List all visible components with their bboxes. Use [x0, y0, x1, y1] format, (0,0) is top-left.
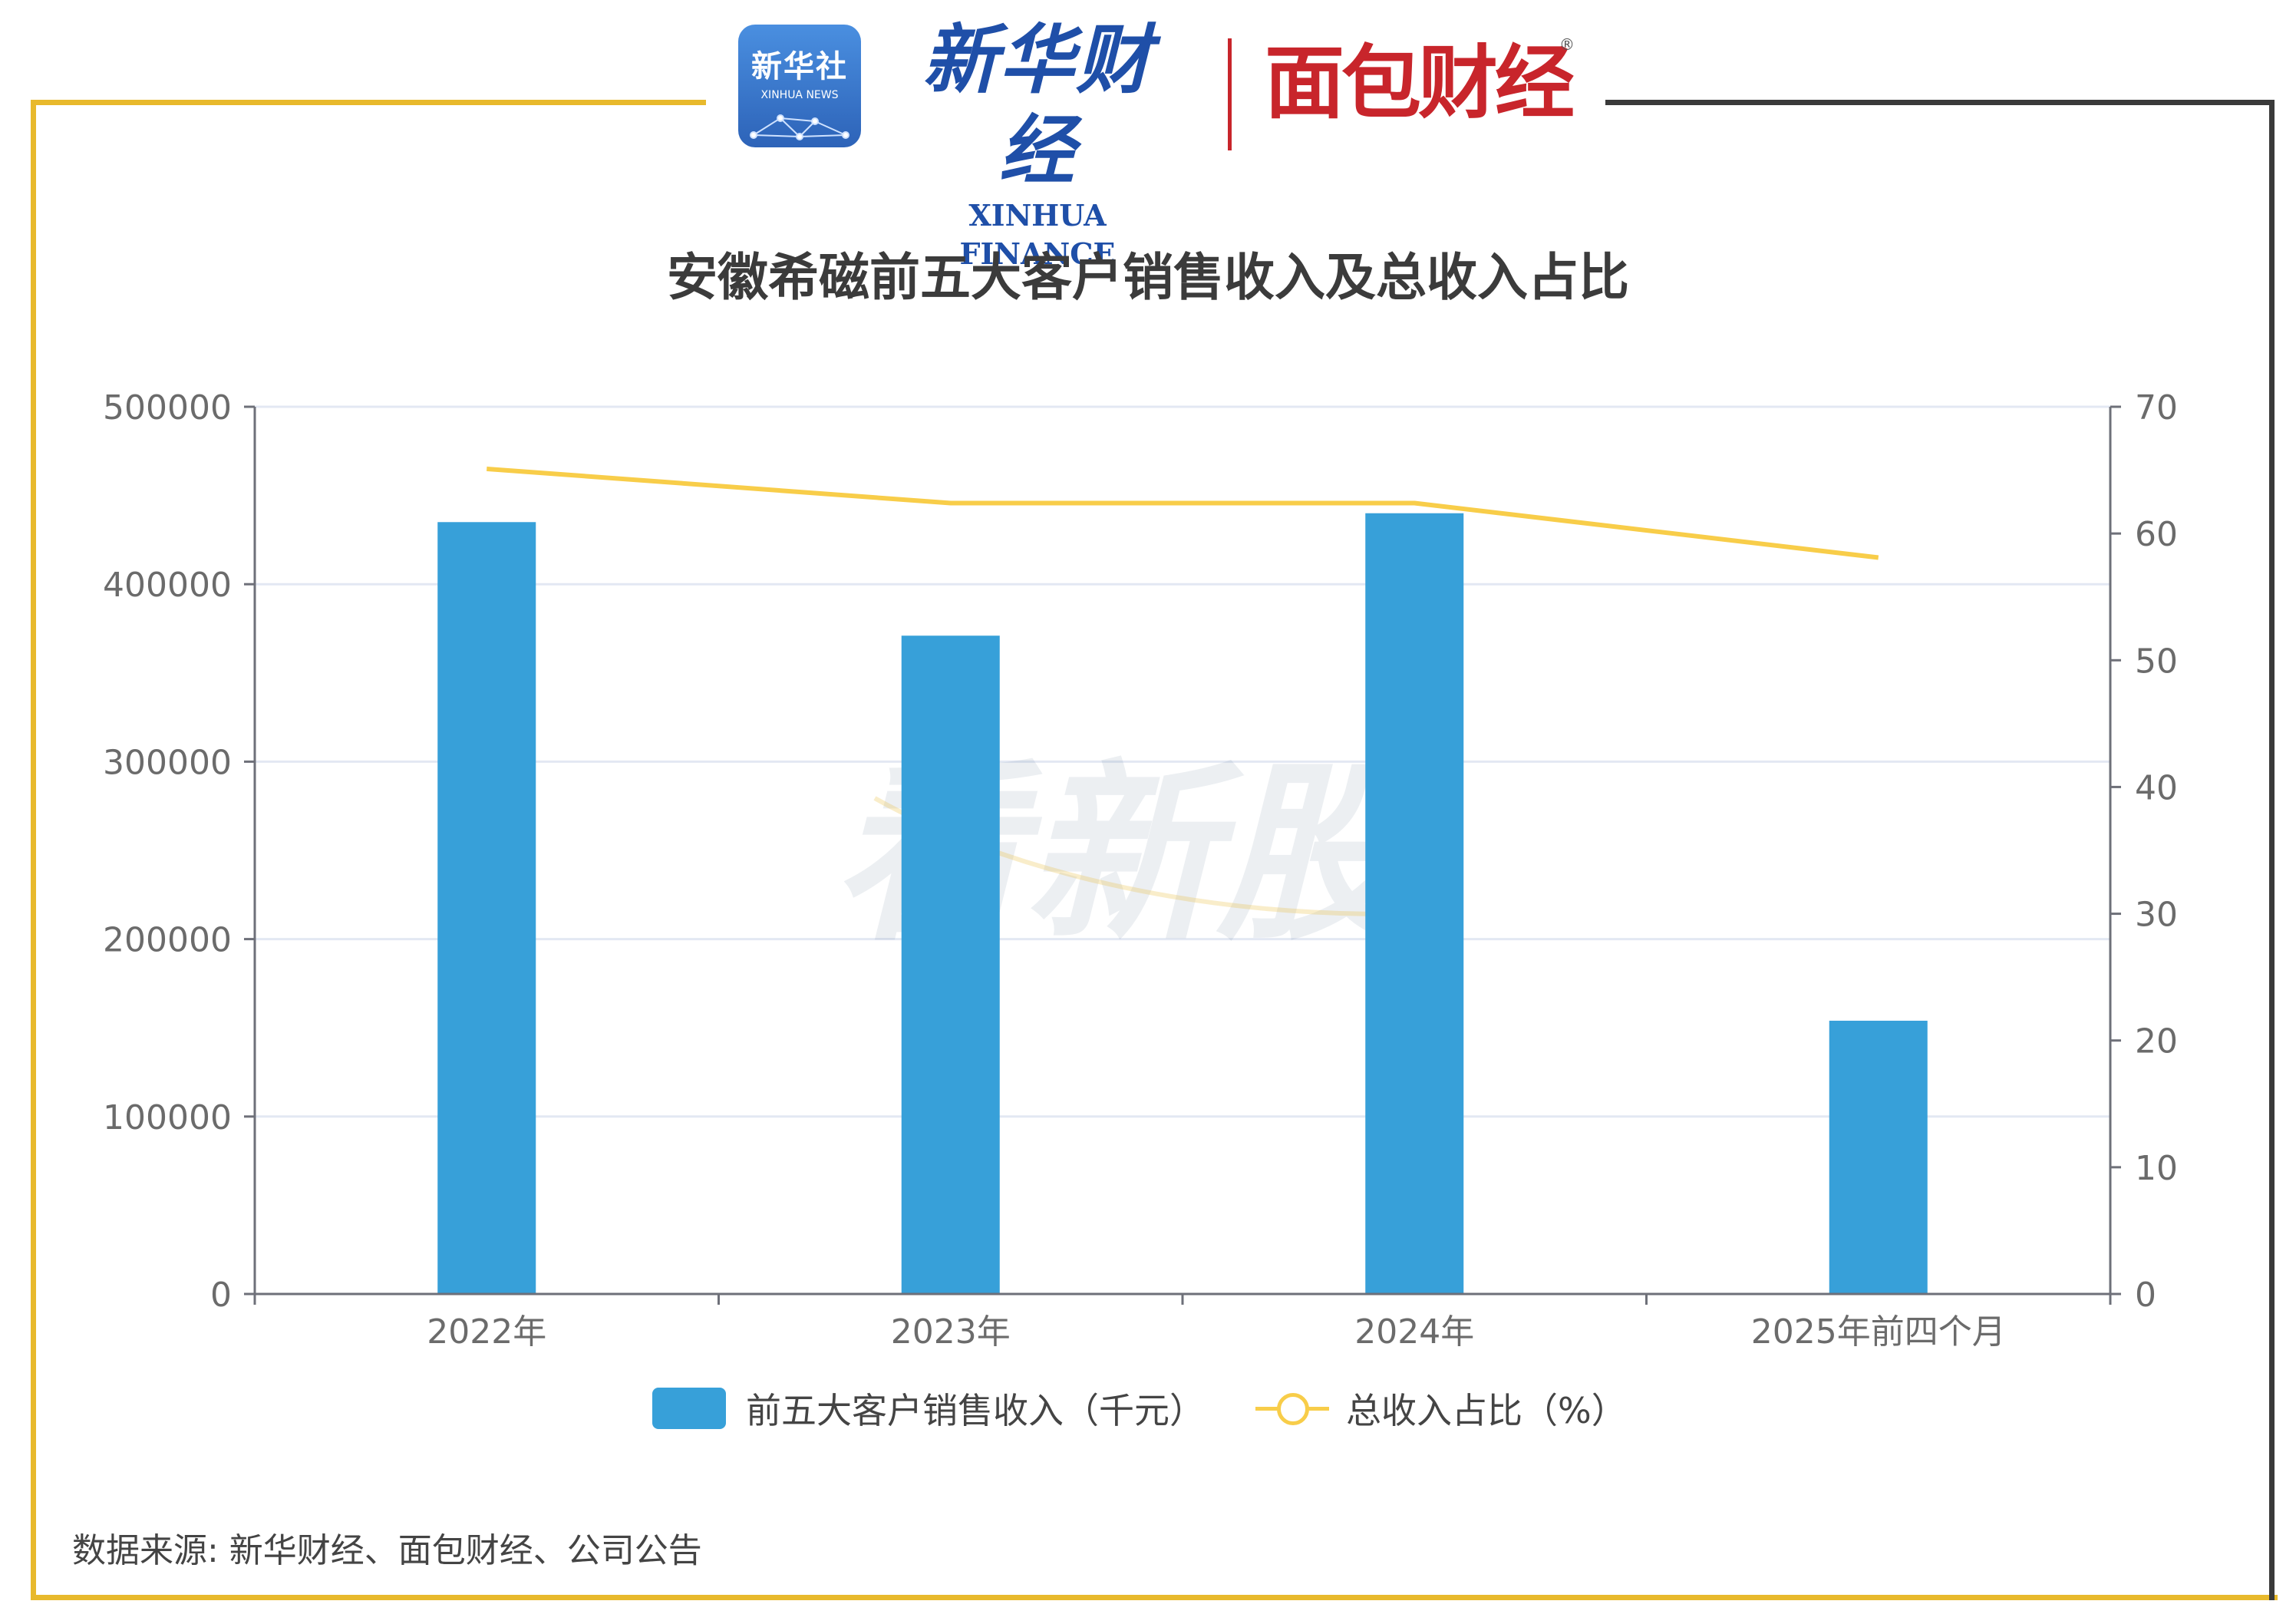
badge-en-text: XINHUA NEWS: [760, 89, 839, 101]
x-tick-label: 2025年前四个月: [1751, 1312, 2006, 1352]
y-left-tick-label: 300000: [103, 743, 232, 782]
frame-right: [2269, 100, 2275, 1600]
brand-cn-text: 新华财经: [922, 16, 1153, 195]
y-left-tick-label: 100000: [103, 1098, 232, 1137]
x-tick-label: 2024年: [1354, 1312, 1474, 1352]
network-icon: [750, 114, 849, 140]
line-series: [487, 466, 1879, 560]
legend-line-label[interactable]: 总收入占比（%）: [1346, 1390, 1627, 1431]
y-left-tick-label: 500000: [103, 388, 232, 427]
y-right-tick-label: 60: [2135, 515, 2178, 554]
y-right-tick-label: 50: [2135, 642, 2178, 681]
brand-en-text: XINHUA FINANCE: [959, 198, 1116, 271]
x-tick-label: 2023年: [891, 1312, 1011, 1352]
y-right-tick-label: 20: [2135, 1022, 2178, 1061]
mianbao-finance-logo: 面包财经 ®: [1265, 29, 1575, 137]
registered-mark: ®: [1559, 35, 1575, 54]
y-right-tick-label: 40: [2135, 768, 2178, 807]
legend-bar-swatch[interactable]: [652, 1388, 726, 1429]
y-left-tick-label: 400000: [103, 566, 232, 605]
x-tick-label: 2022年: [427, 1312, 546, 1352]
y-right-tick-label: 0: [2135, 1276, 2156, 1315]
legend-bar-label[interactable]: 前五大客户销售收入（千元）: [746, 1390, 1205, 1431]
chart-title: 安徽希磁前五大客户销售收入及总收入占比: [667, 248, 1629, 307]
y-left-tick-label: 0: [210, 1276, 232, 1315]
bar: [1365, 513, 1464, 1294]
xinhua-news-logo: 新华社 XINHUA NEWS: [738, 25, 861, 147]
badge-cn-text: 新华社: [751, 49, 848, 84]
legend-line-swatch[interactable]: [1255, 1388, 1329, 1429]
data-source-note: 数据来源: 新华财经、面包财经、公司公告: [72, 1531, 702, 1570]
partner-cn-text: 面包财经: [1265, 36, 1575, 130]
y-right-tick-label: 30: [2135, 896, 2178, 935]
y-left-tick-label: 200000: [103, 921, 232, 960]
bar: [437, 522, 536, 1294]
frame-bottom: [31, 1595, 2278, 1600]
frame-top-right: [1605, 100, 2275, 105]
bar: [1829, 1020, 1928, 1294]
frame-left: [31, 100, 36, 1600]
y-right-tick-label: 70: [2135, 388, 2178, 427]
bar: [901, 635, 1000, 1294]
xinhua-finance-logo: 新华财经 XINHUA FINANCE: [892, 15, 1183, 271]
frame-top-left: [31, 100, 706, 105]
logo-separator: [1228, 38, 1232, 150]
y-right-tick-label: 10: [2135, 1149, 2178, 1188]
chart-legend: 前五大客户销售收入（千元） 总收入占比（%）: [652, 1381, 1627, 1435]
